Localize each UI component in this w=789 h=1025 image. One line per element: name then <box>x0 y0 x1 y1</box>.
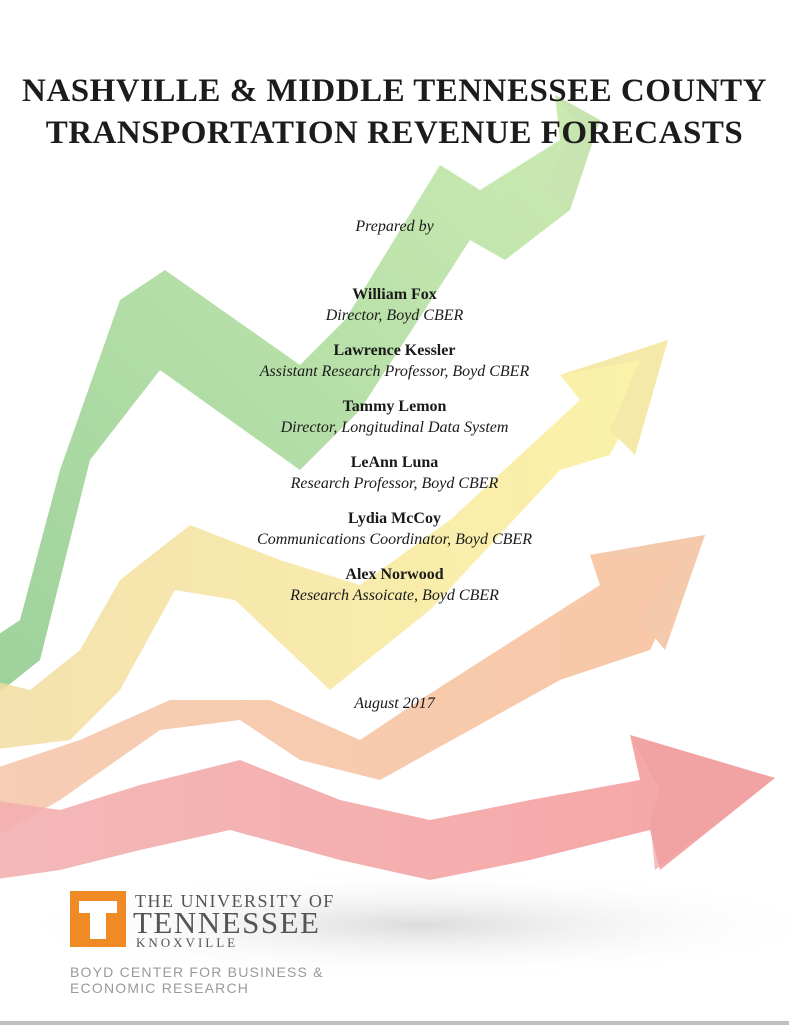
author-name: Tammy Lemon <box>342 398 447 415</box>
author-name: LeAnn Luna <box>350 454 439 471</box>
logo-line-university-of: THE UNIVERSITY OF <box>135 891 335 911</box>
arrow-shadow <box>0 870 789 980</box>
author-entry: Lydia McCoy Communications Coordinator, … <box>0 508 789 550</box>
author-entry: Alex Norwood Research Assoicate, Boyd CB… <box>0 564 789 606</box>
green-arrow <box>0 95 600 692</box>
author-entry: LeAnn Luna Research Professor, Boyd CBER <box>0 452 789 494</box>
author-role: Assistant Research Professor, Boyd CBER <box>259 363 530 380</box>
author-name: Alex Norwood <box>345 566 444 583</box>
author-entry: Tammy Lemon Director, Longitudinal Data … <box>0 396 789 438</box>
author-role: Director, Boyd CBER <box>325 307 464 324</box>
author-name: Lawrence Kessler <box>333 342 456 359</box>
university-logo: THE UNIVERSITY OF TENNESSEE KNOXVILLE BO… <box>70 891 400 1001</box>
bottom-rule <box>0 1021 789 1025</box>
orange-arrow <box>0 535 705 835</box>
publication-date: August 2017 <box>354 695 435 712</box>
title-line-2: TRANSPORTATION REVENUE FORECASTS <box>45 115 744 151</box>
report-title: NASHVILLE & MIDDLE TENNESSEE COUNTY TRAN… <box>0 70 789 154</box>
logo-line-tennessee: TENNESSEE <box>133 905 321 940</box>
author-name: Lydia McCoy <box>348 510 441 527</box>
author-role: Communications Coordinator, Boyd CBER <box>257 531 532 548</box>
power-t-icon <box>70 891 126 947</box>
author-role: Research Assoicate, Boyd CBER <box>290 587 499 604</box>
author-role: Director, Longitudinal Data System <box>280 419 509 436</box>
author-role: Research Professor, Boyd CBER <box>290 475 499 492</box>
author-entry: Lawrence Kessler Assistant Research Prof… <box>0 340 789 382</box>
author-entry: William Fox Director, Boyd CBER <box>0 284 789 326</box>
yellow-arrow <box>0 340 668 749</box>
red-arrow <box>0 735 775 880</box>
boyd-center-line-2: ECONOMIC RESEARCH <box>70 980 250 996</box>
author-name: William Fox <box>352 286 437 303</box>
title-line-1: NASHVILLE & MIDDLE TENNESSEE COUNTY <box>22 73 767 109</box>
prepared-by-label: Prepared by <box>355 218 434 235</box>
credits-block: Prepared by William Fox Director, Boyd C… <box>0 214 789 620</box>
boyd-center-line-1: BOYD CENTER FOR BUSINESS & <box>70 964 324 980</box>
logo-line-knoxville: KNOXVILLE <box>136 935 239 950</box>
